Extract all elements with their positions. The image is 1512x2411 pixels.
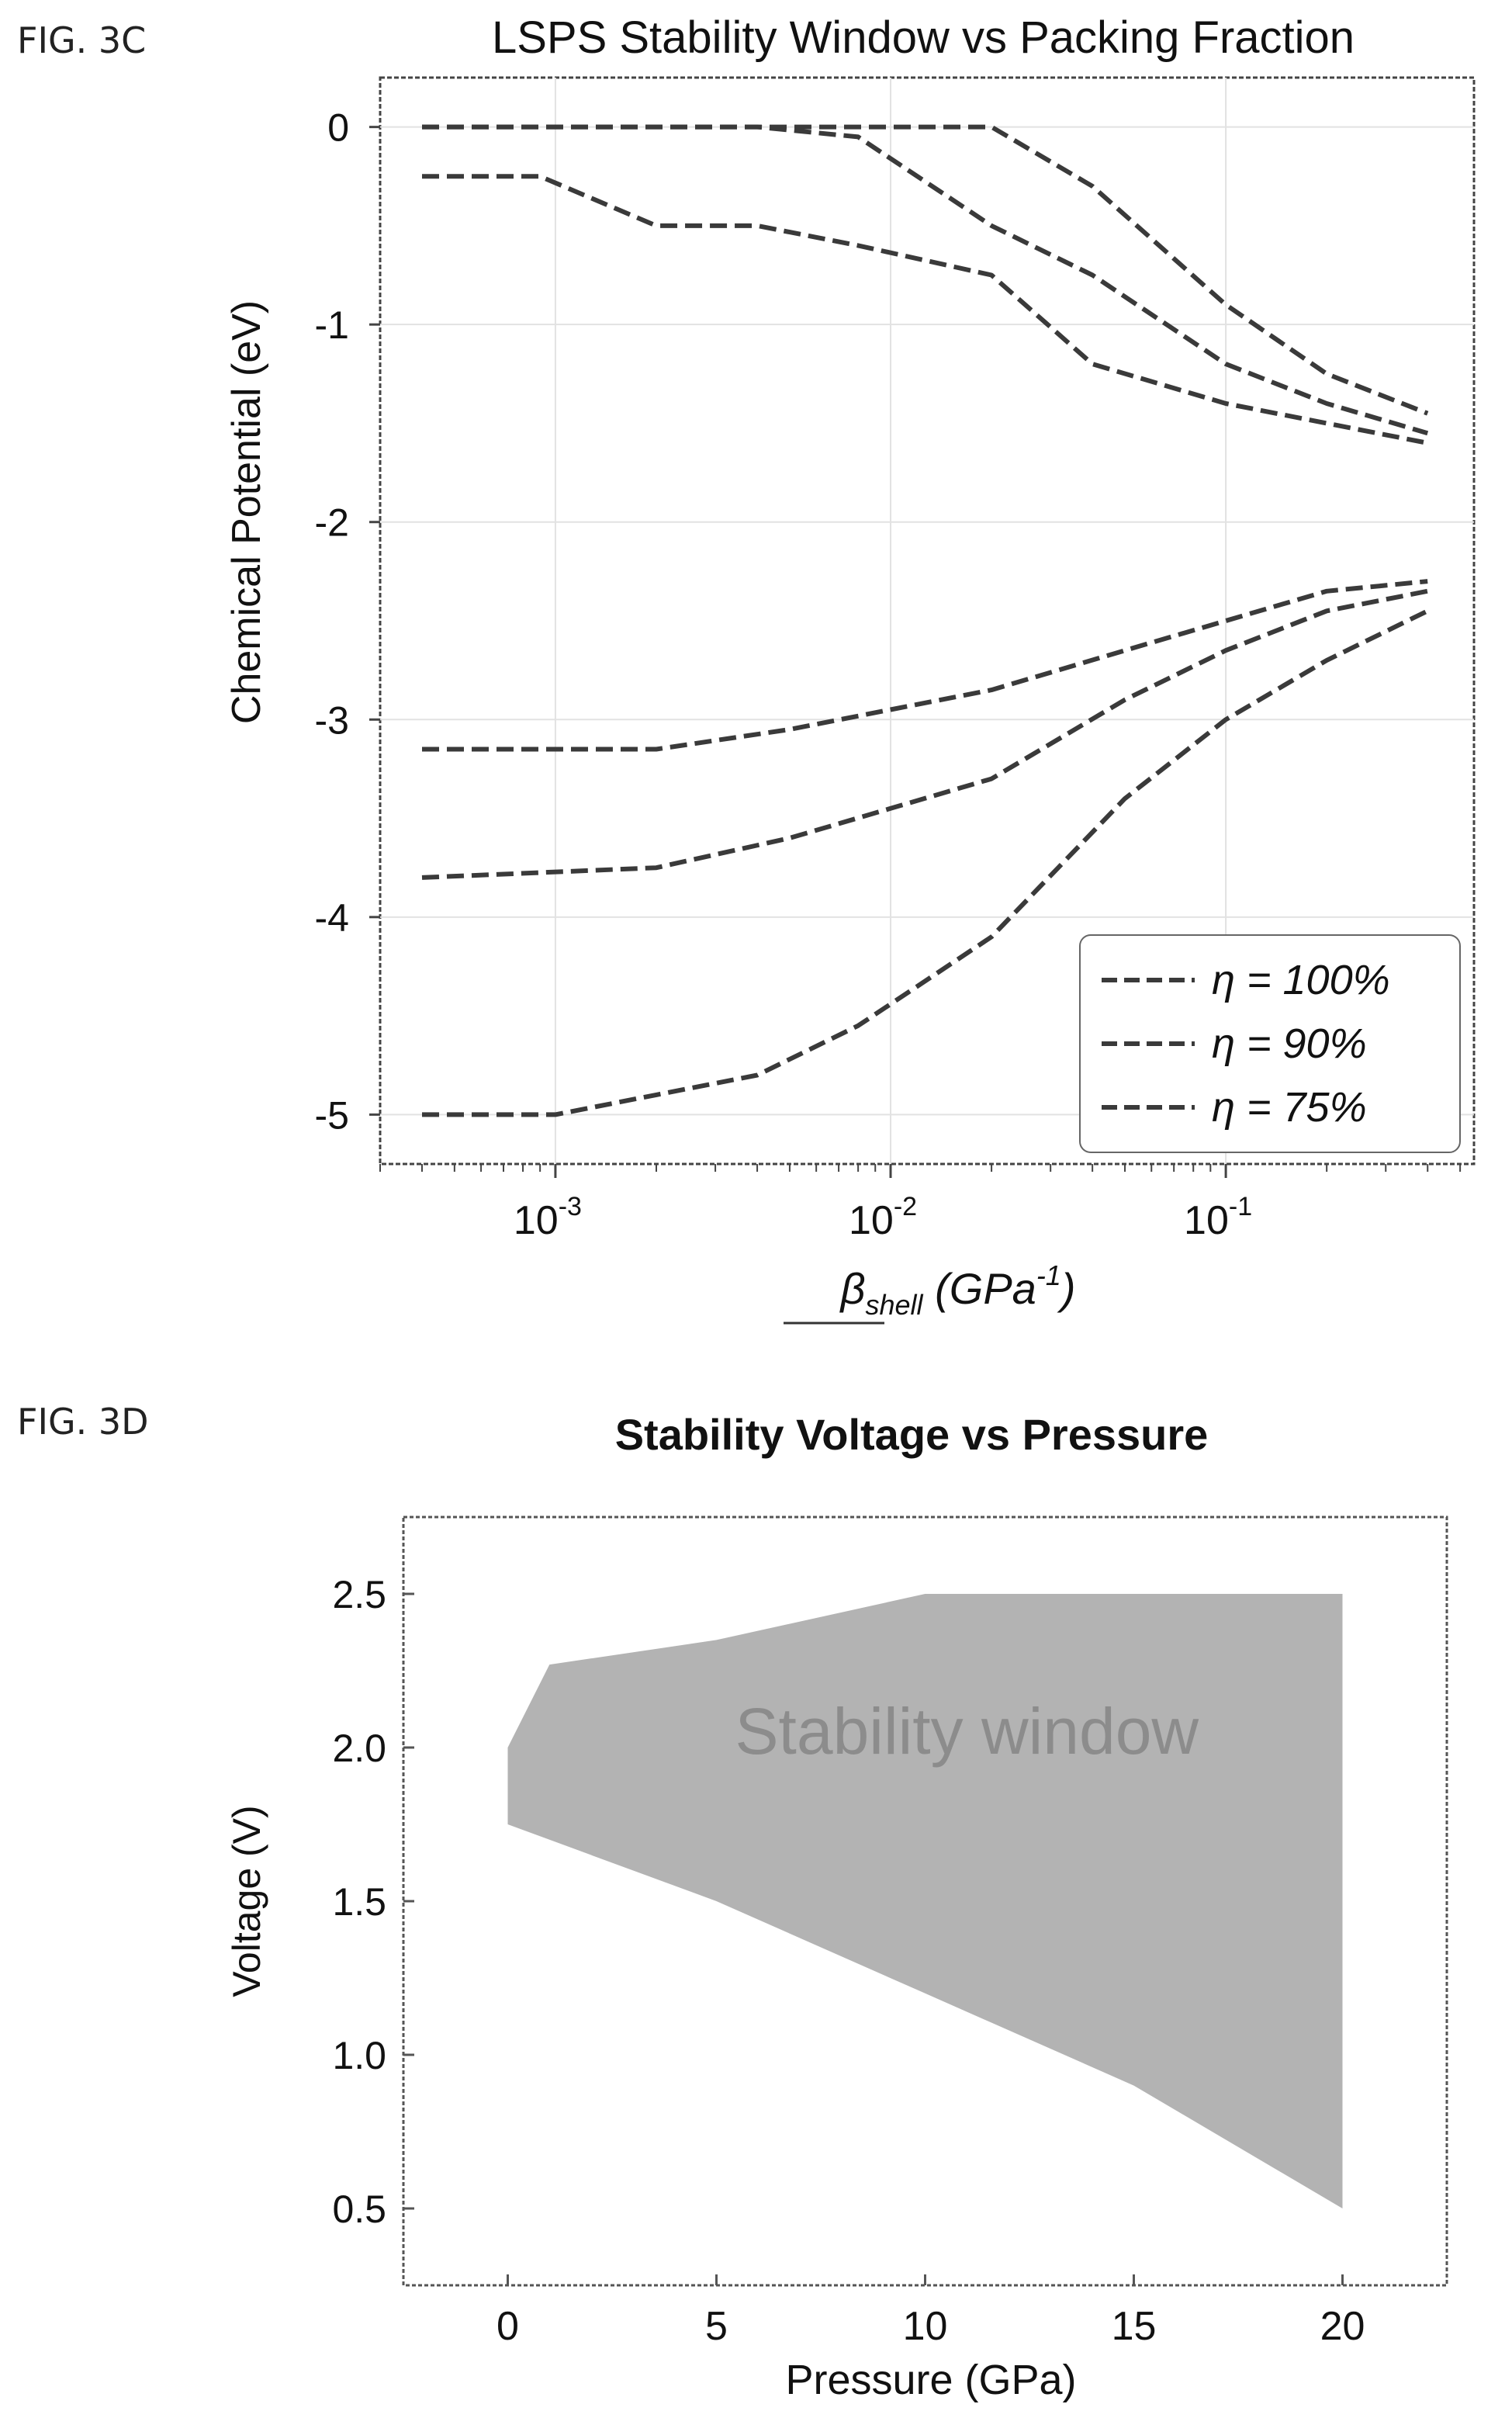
fig-3c-label: FIG. 3C	[17, 19, 146, 61]
fig-3c-series-line	[422, 124, 1429, 436]
fig-3d-y-axis-label: Voltage (V)	[225, 1805, 268, 1997]
fig-3d-x-axis-label: Pressure (GPa)	[785, 2357, 1076, 2403]
fig-3c-legend-label: η = 90%	[1212, 1020, 1367, 1067]
fig-3c-x-label-subscript: shell	[866, 1289, 924, 1321]
fig-3c-x-axis-label: βshell (GPa-1)	[839, 1259, 1076, 1321]
fig-3c-plot-frame	[379, 76, 1476, 1166]
fig-3c-y-tick-label: -4	[315, 896, 349, 940]
fig-3d-x-tick-label: 10	[903, 2304, 948, 2349]
fig-3d-x-tick-label: 0	[497, 2304, 519, 2349]
fig-3c-y-tick-label: -1	[315, 303, 349, 347]
fig-3d-y-tick-label: 0.5	[332, 2188, 386, 2231]
fig-3c-x-tick-label: 10-3	[514, 1192, 582, 1243]
fig-3c-x-tick-label: 10-2	[849, 1192, 917, 1243]
fig-3c-x-tick-label: 10-1	[1184, 1192, 1252, 1243]
fig-3d-label: FIG. 3D	[17, 1401, 149, 1443]
fig-3c-legend-entries: η = 100% η = 90% η = 75%	[1102, 957, 1390, 1131]
fig-3c-y-tick-label: -5	[315, 1093, 349, 1137]
fig-3d-stability-area	[507, 1594, 1343, 2208]
fig-3d-x-tick-label: 5	[705, 2304, 728, 2349]
fig-3c-x-ticks: 10-3 10-2 10-1	[379, 1164, 1462, 1243]
fig-3c-y-tick-label: -3	[315, 698, 349, 742]
fig-3c-title: LSPS Stability Window vs Packing Fractio…	[492, 12, 1355, 63]
fig-3c-legend: η = 100% η = 90% η = 75%	[1079, 934, 1461, 1153]
fig-3c-y-ticks: 0 -1 -2 -3 -4 -5	[315, 106, 380, 1137]
fig-3d-x-tick-label: 15	[1112, 2304, 1157, 2349]
fig-3c-series-lines	[421, 124, 1429, 1117]
fig-3c-series-line	[422, 608, 1429, 1117]
fig-3c-x-label-unit: (GPa	[923, 1264, 1036, 1313]
fig-3c-series-line	[422, 579, 1428, 752]
fig-3d-y-tick-label: 1.0	[332, 2034, 386, 2077]
fig-3d-annotation: Stability window	[735, 1695, 1199, 1768]
fig-3c-y-axis-label: Chemical Potential (eV)	[224, 300, 269, 724]
fig-3c-x-label-unit-exponent: -1	[1036, 1259, 1061, 1291]
fig-3d-y-tick-label: 2.5	[332, 1573, 386, 1616]
fig-3c-legend-label: η = 100%	[1212, 957, 1390, 1003]
fig-3c-y-tick-label: -2	[315, 501, 349, 545]
fig-3c-x-label-symbol: β	[839, 1264, 866, 1313]
fig-3d-plot-frame	[402, 1516, 1448, 2287]
fig-3d-y-tick-label: 2.0	[332, 1727, 386, 1770]
fig-3d-x-tick-label: 20	[1320, 2304, 1365, 2349]
fig-3c-legend-label: η = 75%	[1212, 1084, 1367, 1131]
fig-3d-x-ticks: 0 5 10 15 20	[497, 2274, 1365, 2349]
fig-3c-series-line	[422, 174, 1428, 445]
fig-3d-y-ticks: 0.5 1.0 1.5 2.0 2.5	[332, 1573, 414, 2231]
fig-3c-y-tick-label: 0	[327, 106, 349, 150]
fig-3c-legend-box	[1079, 934, 1461, 1153]
fig-3c-series-line	[421, 588, 1428, 880]
fig-3d-y-tick-label: 1.5	[332, 1880, 386, 1924]
fig-3c-series-line	[422, 124, 1429, 416]
fig-3d-title: Stability Voltage vs Pressure	[615, 1410, 1209, 1459]
